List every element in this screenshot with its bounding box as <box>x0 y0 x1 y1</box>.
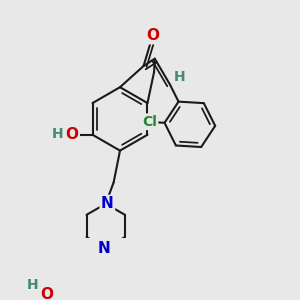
Text: Cl: Cl <box>142 115 157 129</box>
Text: O: O <box>65 127 78 142</box>
Text: N: N <box>98 241 110 256</box>
Text: O: O <box>40 286 53 300</box>
Text: H: H <box>174 70 185 84</box>
Text: O: O <box>147 28 160 43</box>
Text: H: H <box>52 127 64 141</box>
Text: N: N <box>101 196 114 211</box>
Text: H: H <box>27 278 39 292</box>
